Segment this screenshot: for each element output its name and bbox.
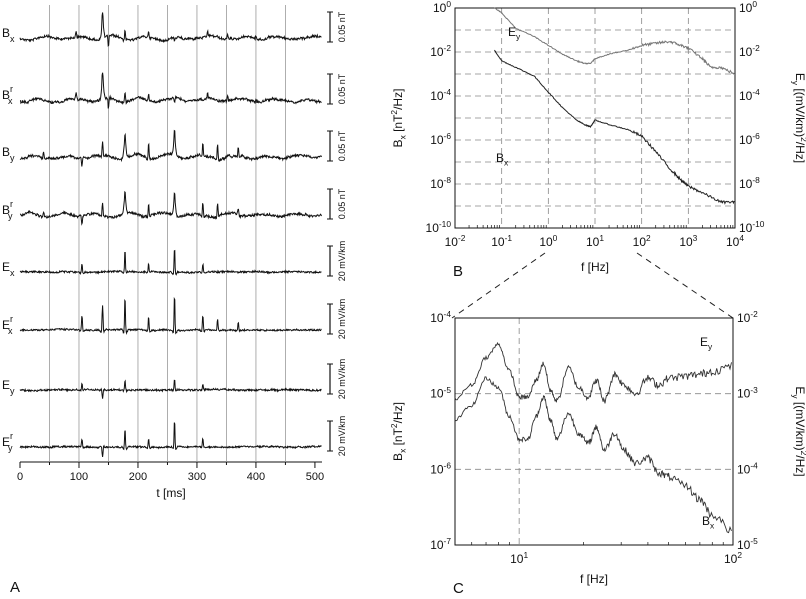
- panel-a-x-tick-label: 100: [70, 471, 88, 483]
- panel-c-y-axis-label-left: Bx​ [nT2​/Hz]: [389, 402, 407, 461]
- scale-bar-label: 0.05 nT: [337, 188, 347, 219]
- panel-c-y-tick-label-left: 10-5​: [430, 385, 451, 401]
- trace-line: [19, 72, 322, 109]
- panel-b-x-tick-label: 104​: [726, 233, 744, 249]
- panel-b-y-tick-label-right: 10-10​: [739, 219, 765, 235]
- panel-b-y-tick-label-left: 100​: [433, 0, 451, 15]
- panel-c-x-axis-label: f [Hz]: [580, 572, 608, 586]
- panel-b-y-tick-label-left: 10-2​: [430, 43, 451, 59]
- panel-b-y-axis-label-right: Ey​ [(mV/km)2​/Hz]: [790, 73, 806, 163]
- panel-c-series-label-bx: Bx​: [702, 514, 715, 531]
- trace-line: [19, 249, 322, 276]
- panel-b-series-label-ey: Ey​: [508, 25, 521, 42]
- trace-label: Ey: [2, 378, 15, 396]
- scale-bar-label: 20 mV/km: [337, 359, 347, 400]
- panel-b-series-ey: [494, 7, 735, 75]
- panel-c-y-axis-label-right: Ey​ [(mV/km)2​/Hz]: [790, 386, 806, 476]
- panel-b-spectrum: 10-2​10-1​100​101​102​103​104​10-10​10-1…: [389, 0, 806, 274]
- panel-b-y-tick-label-left: 10-6​: [430, 131, 451, 147]
- scale-bar-label: 0.05 nT: [337, 130, 347, 161]
- panel-a-time-series: 0 100 200 300 400 500 t [ms] Bx 0.05 nT Br x 0.05 n…: [2, 5, 347, 500]
- panel-c-y-tick-label-right: 10-5​: [737, 536, 758, 552]
- panel-b-series-label-bx: Bx​: [496, 151, 509, 168]
- trace-label: Bx: [2, 26, 15, 44]
- trace-label: Ex: [2, 260, 15, 278]
- panel-b-x-tick-label: 103​: [679, 233, 697, 249]
- panel-c-x-tick-label: 101​: [510, 550, 528, 566]
- panel-c-x-tick-label: 102​: [724, 550, 742, 566]
- panel-a-x-tick-label: 200: [129, 471, 147, 483]
- panel-c-series-bx: [454, 376, 732, 534]
- scale-bar-label: 0.05 nT: [337, 73, 347, 104]
- panel-c-y-tick-label-right: 10-4​: [737, 461, 758, 477]
- panel-c-y-tick-label-right: 10-2​: [737, 309, 758, 325]
- trace-line: [19, 129, 322, 167]
- panel-c-spectrum-zoom: 101​ 102​ 10-7​ 10-6​ 10-5​ 10-4​ 10-5​ 10-4​ 10…: [389, 309, 806, 586]
- panel-b-frame: [454, 7, 736, 229]
- panel-b-x-tick-label: 102​: [633, 233, 651, 249]
- trace-line: [19, 12, 322, 47]
- panel-a-x-tick-label: 0: [17, 471, 23, 483]
- panel-b-y-axis-label-left: Bx​ [nT2​/Hz]: [389, 89, 407, 148]
- panel-c-y-tick-label-left: 10-7​: [430, 536, 451, 552]
- panel-c-frame: [454, 317, 734, 546]
- panel-b-series-bx: [494, 49, 735, 205]
- panel-a-x-axis-label: t [ms]: [156, 486, 185, 500]
- panel-b-y-tick-label-left: 10-4​: [430, 87, 451, 103]
- trace-line: [19, 190, 322, 226]
- zoom-connector-right: [636, 252, 734, 319]
- trace-line: [19, 422, 322, 457]
- scale-bar-label: 0.05 nT: [337, 11, 347, 42]
- panel-a-x-tick-label: 300: [188, 471, 206, 483]
- panel-b-label: B: [453, 263, 463, 280]
- panel-a-x-tick-label: 400: [247, 471, 265, 483]
- panel-b-y-tick-label-right: 10-6​: [739, 131, 760, 147]
- panel-b-x-tick-label: 101​: [586, 233, 604, 249]
- scale-bar-label: 20 mV/km: [337, 416, 347, 457]
- panel-b-x-tick-label: 10-2​: [445, 233, 466, 249]
- trace-line: [19, 296, 322, 335]
- trace-label: Br x: [2, 84, 13, 106]
- zoom-connector-left: [451, 252, 546, 319]
- scale-bar-label: 20 mV/km: [337, 241, 347, 282]
- panel-b-y-tick-label-right: 10-2​: [739, 43, 760, 59]
- panel-b-x-tick-label: 100​: [539, 233, 557, 249]
- panel-b-x-axis-label: f [Hz]: [581, 260, 609, 274]
- panel-b-y-tick-label-right: 100​: [739, 0, 757, 15]
- panel-b-x-tick-label: 10-1​: [491, 233, 512, 249]
- panel-c-y-tick-label-left: 10-6​: [430, 461, 451, 477]
- scale-bar-label: 20 mV/km: [337, 299, 347, 340]
- trace-label: Br y: [2, 199, 13, 221]
- panel-b-y-tick-label-right: 10-8​: [739, 175, 760, 191]
- panel-a-label: A: [10, 579, 20, 596]
- panel-c-label: C: [453, 580, 464, 597]
- trace-label: Er x: [2, 314, 13, 336]
- trace-line: [19, 379, 322, 399]
- panel-c-y-tick-label-right: 10-3​: [737, 385, 758, 401]
- panel-c-y-tick-label-left: 10-4​: [430, 309, 451, 325]
- panel-b-y-tick-label-left: 10-10​: [426, 219, 452, 235]
- trace-label: By: [2, 145, 15, 163]
- trace-label: Er y: [2, 431, 13, 453]
- panel-c-series-label-ey: Ey​: [700, 335, 713, 352]
- panel-a-x-tick-label: 500: [306, 471, 324, 483]
- panel-c-series-ey: [454, 341, 732, 404]
- panel-b-y-tick-label-left: 10-8​: [430, 175, 451, 191]
- panel-b-y-tick-label-right: 10-4​: [739, 87, 760, 103]
